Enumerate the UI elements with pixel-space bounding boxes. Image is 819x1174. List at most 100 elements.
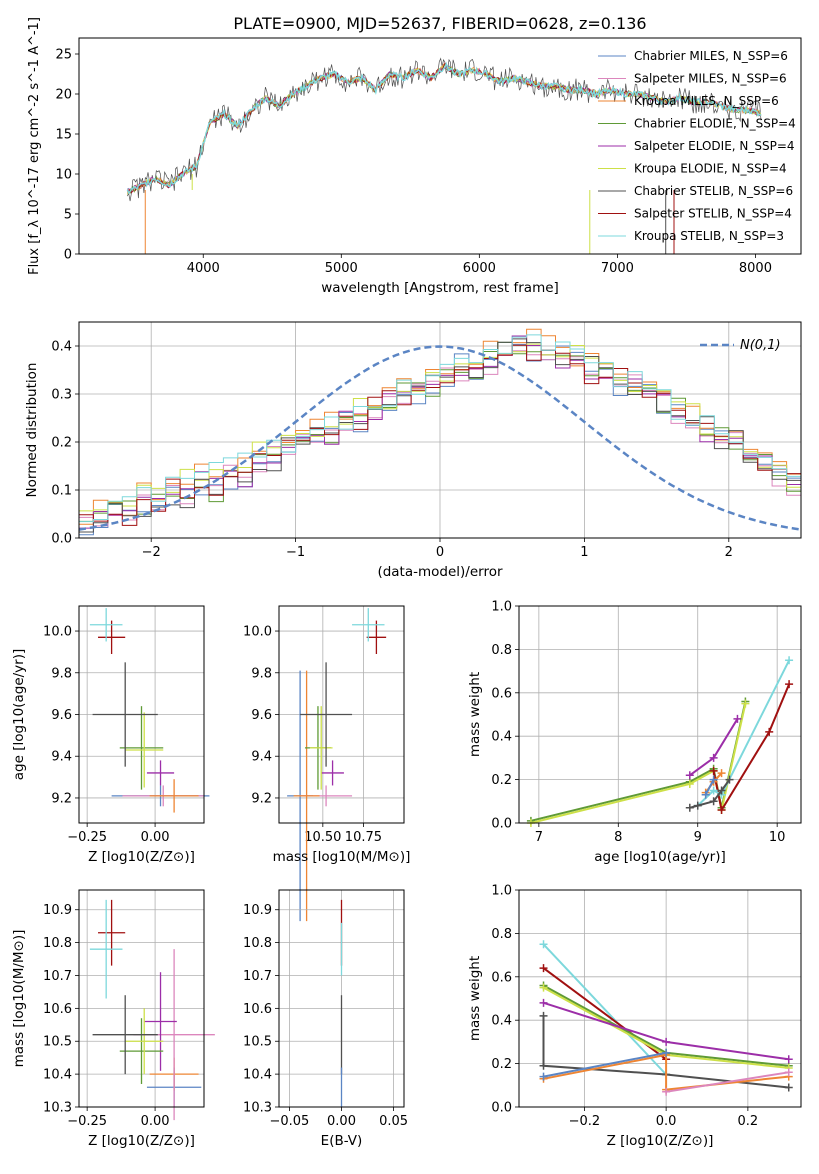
y-tick-label: 0.1	[51, 484, 72, 499]
y-tick-label: 10.4	[243, 1068, 272, 1083]
y-tick-label: 0.2	[51, 436, 72, 451]
mass-weight-marker	[709, 766, 718, 775]
y-tick-label: 1.0	[491, 884, 512, 899]
x-tick-label: 0.00	[327, 1114, 356, 1129]
legend-label: Salpeter STELIB, N_SSP=4	[634, 207, 792, 221]
legend-label: Salpeter ELODIE, N_SSP=4	[634, 139, 795, 153]
mass-weight-marker	[765, 727, 774, 736]
y-tick-label: 10.0	[243, 625, 272, 640]
mass-weight-marker	[785, 656, 794, 665]
y-tick-label: 9.8	[51, 666, 72, 681]
mass-weight-marker	[685, 771, 694, 780]
mass-weight-marker	[717, 786, 726, 795]
y-tick-label: 9.6	[251, 708, 272, 723]
mass-weight-marker	[733, 714, 742, 723]
x-tick-label: 0.00	[141, 830, 170, 845]
y-tick-label: 0.2	[491, 1057, 512, 1072]
mass-weight-marker	[709, 753, 718, 762]
y-axis-label: mass weight	[467, 956, 483, 1041]
age-vs-Z-axes: −0.25 0.00 9.2 9.4 9.6 9.8 10.0	[43, 606, 210, 845]
y-tick-label: 10.8	[43, 936, 72, 951]
spectrum-legend: Chabrier MILES, N_SSP=6 Salpeter MILES, N…	[598, 49, 796, 243]
residuals-axes: −2 −1 0 1 2 0.0 0.1 0.2 0.3 0.4	[51, 322, 802, 560]
mass-weight-marker	[693, 801, 702, 810]
mass-weight-marker	[685, 803, 694, 812]
mass-weight-marker	[709, 797, 718, 806]
y-tick-label: 10.9	[43, 903, 72, 918]
x-tick-label: 0.0	[656, 1114, 677, 1129]
x-axis-label: Z [log10(Z/Z⊙)]	[88, 1133, 195, 1149]
y-tick-label: 0.4	[491, 1014, 512, 1029]
x-tick-label: −0.25	[67, 830, 107, 845]
mass-weight-marker	[709, 775, 718, 784]
x-tick-label: 10.50	[304, 830, 341, 845]
x-tick-label: 1	[580, 545, 588, 560]
y-tick-label: 10.6	[43, 1002, 72, 1017]
mass-weight-line	[543, 1053, 789, 1091]
mass-vs-Z-frame	[78, 889, 205, 1108]
y-tick-label: 5	[64, 208, 72, 223]
mass-weight-marker	[539, 998, 548, 1007]
y-axis-label: Flux [f_λ 10^-17 erg cm^-2 s^-1 A^-1]	[27, 17, 42, 275]
y-tick-label: 10	[55, 168, 72, 183]
x-tick-label: 10.75	[345, 830, 382, 845]
y-tick-label: 0.4	[491, 730, 512, 745]
x-tick-label: −0.2	[569, 1114, 601, 1129]
legend-label: Kroupa ELODIE, N_SSP=4	[634, 162, 787, 176]
mass-weight-marker	[539, 964, 548, 973]
mass-weight-marker	[784, 1055, 793, 1064]
y-tick-label: 10.6	[243, 1002, 272, 1017]
x-tick-label: 4000	[187, 261, 220, 276]
x-axis-label: mass [log10(M/M⊙)]	[273, 849, 411, 865]
y-tick-label: 0.6	[491, 970, 512, 985]
y-tick-label: 9.2	[251, 791, 272, 806]
mass-weight-marker	[717, 769, 726, 778]
x-tick-label: 9	[694, 830, 702, 845]
legend-label: Kroupa STELIB, N_SSP=3	[634, 229, 784, 243]
x-tick-label: 5000	[325, 261, 358, 276]
y-tick-label: 10.7	[43, 969, 72, 984]
mass-weight-marker	[662, 1087, 671, 1096]
y-tick-label: 0.0	[51, 532, 72, 547]
y-axis-label: age [log10(age/yr)]	[11, 649, 27, 781]
mass-vs-Z-axes: −0.25 0.00 10.3 10.4 10.5 10.6 10.7 10.8 10.9	[43, 890, 215, 1129]
mass-weight-marker	[662, 1037, 671, 1046]
x-tick-label: −0.25	[67, 1114, 107, 1129]
y-tick-label: 9.4	[51, 750, 72, 765]
x-tick-label: 8	[614, 830, 622, 845]
x-tick-label: 0	[436, 545, 444, 560]
x-axis-label: Z [log10(Z/Z⊙)]	[607, 1133, 714, 1149]
legend-label: Salpeter MILES, N_SSP=6	[634, 72, 787, 86]
y-tick-label: 0.0	[491, 817, 512, 832]
y-axis-label: mass [log10(M/M⊙)]	[11, 930, 27, 1068]
legend-label: Chabrier MILES, N_SSP=6	[634, 49, 788, 63]
x-tick-label: −1	[286, 545, 305, 560]
x-axis-label: Z [log10(Z/Z⊙)]	[88, 849, 195, 865]
y-tick-label: 10.7	[243, 969, 272, 984]
y-tick-label: 10.3	[43, 1101, 72, 1116]
y-tick-label: 9.6	[51, 708, 72, 723]
y-tick-label: 9.4	[251, 750, 272, 765]
x-tick-label: 6000	[463, 261, 496, 276]
y-tick-label: 10.5	[43, 1035, 72, 1050]
x-tick-label: 10	[769, 830, 786, 845]
y-tick-label: 0	[64, 248, 72, 263]
x-tick-label: 7	[535, 830, 543, 845]
mass-weight-marker	[717, 805, 726, 814]
residual-histogram-step	[79, 334, 801, 523]
mass-weight-marker	[539, 1011, 548, 1020]
x-axis-label: age [log10(age/yr)]	[594, 849, 726, 865]
y-tick-label: 0.6	[491, 686, 512, 701]
mass-weight-marker	[539, 1072, 548, 1081]
x-tick-label: 0.2	[738, 1114, 759, 1129]
mass-weight-marker	[741, 699, 750, 708]
y-tick-label: 10.8	[243, 936, 272, 951]
mass-vs-EBV-frame	[278, 889, 405, 1108]
x-tick-label: 0.05	[379, 1114, 408, 1129]
y-tick-label: 0.3	[51, 388, 72, 403]
y-tick-label: 10.5	[243, 1035, 272, 1050]
x-tick-label: 2	[725, 545, 733, 560]
y-tick-label: 15	[55, 128, 72, 143]
x-tick-label: −0.05	[269, 1114, 309, 1129]
